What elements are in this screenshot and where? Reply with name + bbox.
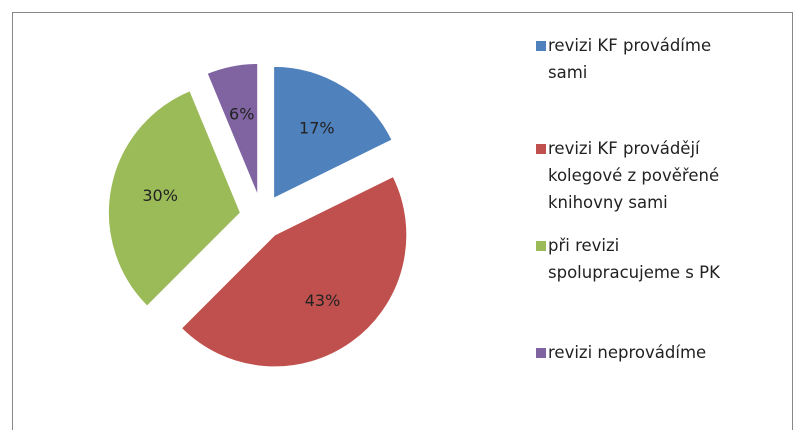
legend-swatch [536, 348, 546, 358]
data-label: 30% [142, 186, 178, 205]
legend-label: při revizi spolupracujeme s PK [548, 236, 720, 282]
legend-entry: revizi KF provádíme sami [536, 32, 753, 86]
legend-label: revizi KF provádějí kolegové z pověřené … [548, 139, 720, 212]
legend-swatch [536, 241, 546, 251]
data-label: 43% [305, 291, 341, 310]
data-label: 17% [299, 118, 335, 137]
legend-swatch [536, 41, 546, 51]
chart-border [12, 12, 793, 430]
pie-slice [107, 90, 242, 307]
data-label: 6% [229, 105, 254, 124]
legend-label: revizi KF provádíme sami [548, 36, 712, 82]
legend-entry: při revizi spolupracujeme s PK [536, 232, 753, 286]
pie-slice [180, 175, 408, 368]
legend-label: revizi neprovádíme [548, 343, 707, 362]
legend-swatch [536, 144, 546, 154]
pie-slice [273, 65, 393, 200]
pie-slice [206, 62, 259, 196]
legend-entry: revizi KF provádějí kolegové z pověřené … [536, 135, 753, 216]
legend-entry: revizi neprovádíme [536, 339, 753, 366]
